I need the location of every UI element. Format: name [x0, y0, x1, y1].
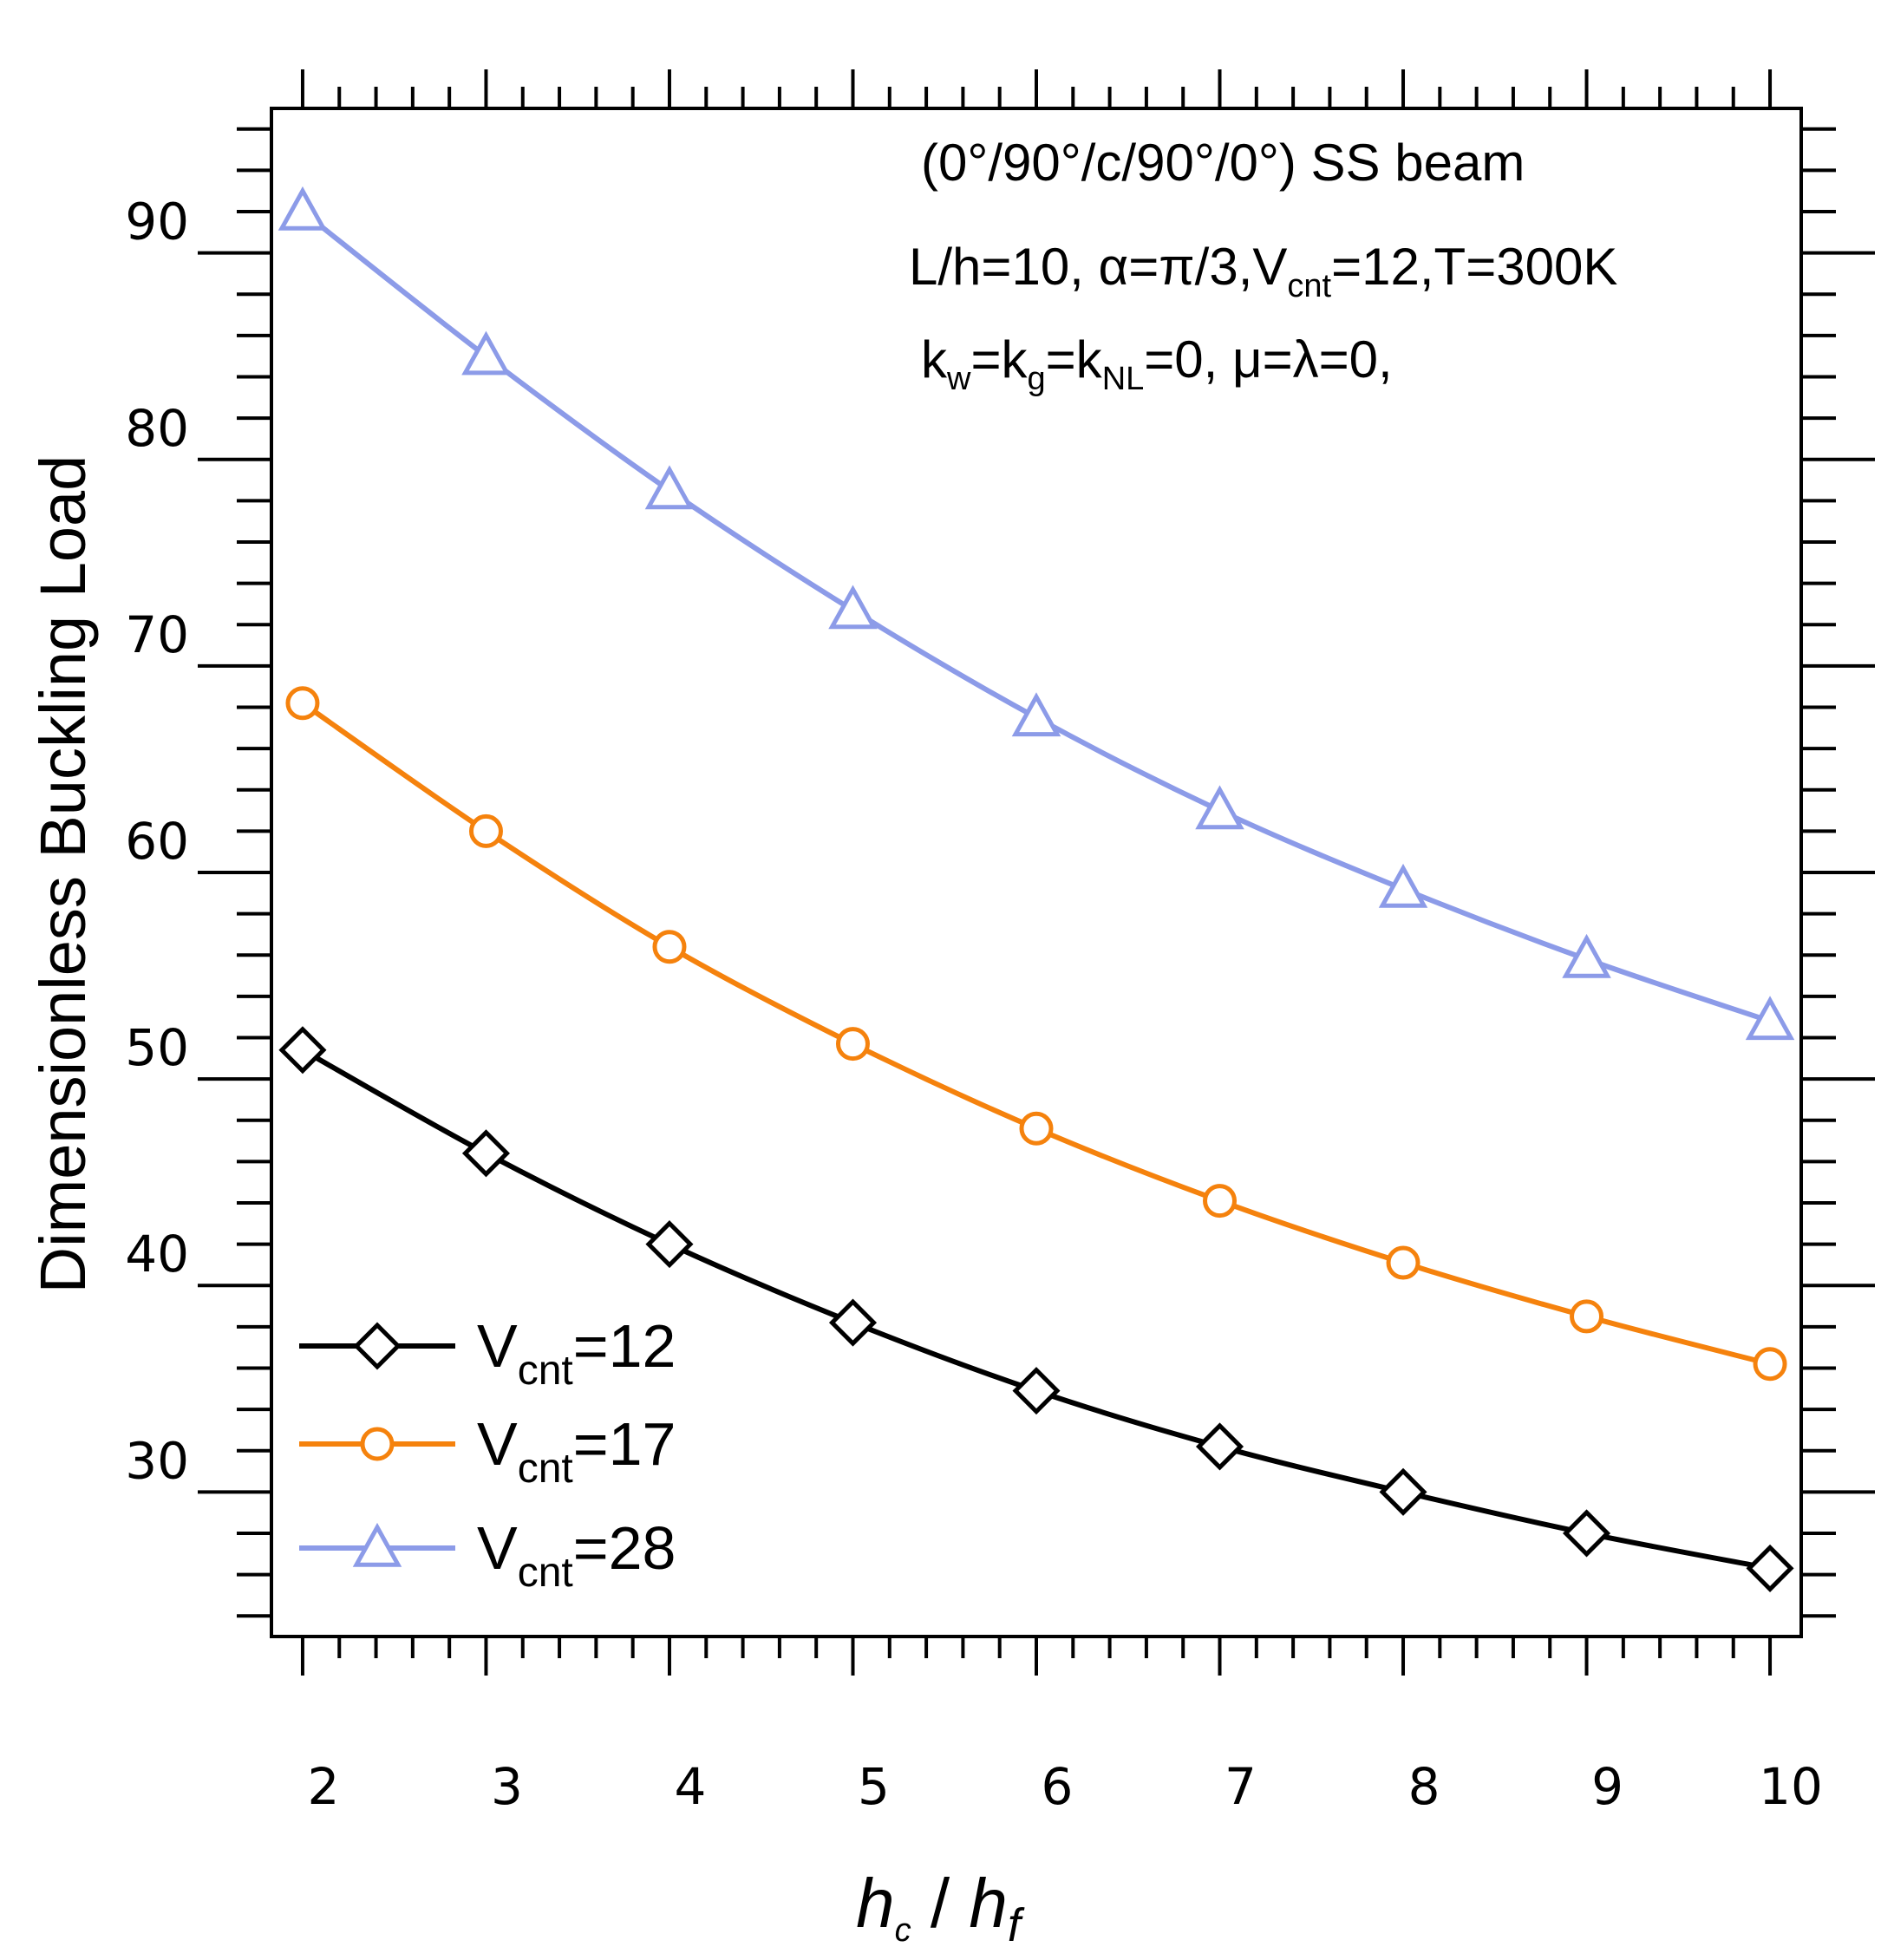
axis-ticks [198, 69, 1875, 1676]
y-tick-label: 80 [125, 399, 189, 458]
data-point-triangle [1562, 933, 1611, 978]
data-point-circle [285, 686, 320, 721]
data-point-circle [1019, 1111, 1054, 1146]
data-point-diamond [278, 1026, 327, 1075]
legend-label: Vcnt=17 [477, 1410, 676, 1492]
x-tick-label: 7 [1225, 1757, 1257, 1816]
data-point-diamond [1746, 1544, 1794, 1592]
x-tick-label: 2 [308, 1757, 340, 1816]
data-point-diamond [461, 1129, 511, 1178]
data-point-circle [1386, 1245, 1420, 1280]
data-point-triangle [1745, 996, 1795, 1041]
x-label-sub-c: c [895, 1912, 911, 1949]
x-tick-label: 8 [1408, 1757, 1440, 1816]
data-point-diamond [1562, 1509, 1611, 1558]
legend-label: Vcnt=12 [477, 1312, 676, 1394]
x-label-sub-f: f [1008, 1899, 1025, 1951]
data-point-circle [652, 930, 687, 964]
y-tick-label: 50 [125, 1018, 189, 1077]
data-point-circle [1753, 1347, 1787, 1382]
x-tick-label: 6 [1042, 1757, 1074, 1816]
y-tick-label: 60 [125, 812, 189, 871]
x-tick-label: 9 [1591, 1757, 1623, 1816]
data-point-triangle [1378, 863, 1428, 908]
data-point-circle [835, 1027, 870, 1062]
y-tick-label: 30 [125, 1431, 189, 1490]
x-tick-label: 4 [675, 1757, 707, 1816]
y-axis-label: Dimensionless Buckling Load [27, 455, 99, 1294]
series-line-3 [301, 209, 1772, 1024]
data-point-triangle [461, 330, 511, 376]
data-point-diamond [1379, 1467, 1427, 1516]
data-point-circle [468, 813, 503, 848]
x-tick-label: 10 [1759, 1757, 1823, 1816]
data-point-triangle [1011, 692, 1061, 737]
x-tick-label: 3 [491, 1757, 523, 1816]
data-point-diamond [1195, 1422, 1244, 1471]
x-label-h2: h [969, 1865, 1008, 1942]
data-point-triangle [644, 465, 695, 510]
y-tick-labels: 30 40 50 60 70 80 90 [125, 193, 189, 1491]
x-tick-labels: 2 3 4 5 6 7 8 9 10 [308, 1757, 1823, 1816]
series-markers [278, 186, 1795, 1592]
legend-label: Vcnt=28 [477, 1514, 676, 1596]
y-tick-label: 90 [125, 193, 189, 252]
data-point-diamond [828, 1298, 878, 1347]
data-point-triangle [1195, 785, 1244, 830]
legend-marker-diamond [353, 1322, 402, 1370]
series-line-2 [301, 701, 1771, 1367]
x-label-sep: / [911, 1865, 970, 1942]
data-point-diamond [645, 1220, 694, 1269]
y-tick-label: 70 [125, 605, 189, 664]
data-point-triangle [278, 186, 328, 231]
y-tick-label: 40 [125, 1225, 189, 1284]
x-label-h: h [856, 1865, 895, 1942]
legend-marker-circle [360, 1427, 395, 1461]
annotation-line-1: (0°/90°/c/90°/0°) SS beam [921, 134, 1525, 192]
legend-marker-triangle [352, 1522, 402, 1567]
data-point-circle [1203, 1184, 1238, 1218]
data-point-circle [1570, 1299, 1604, 1334]
data-point-diamond [1012, 1367, 1061, 1415]
x-tick-label: 5 [858, 1757, 890, 1816]
legend: Vcnt=12 Vcnt=17 Vcnt=28 [299, 1312, 676, 1596]
annotation-line-3: kw=kg=kNL=0, μ=λ=0, [921, 330, 1393, 397]
data-point-triangle [828, 585, 878, 630]
x-axis-label: hc / hf [856, 1865, 1025, 1951]
annotation-line-2: L/h=10, α=π/3,Vcnt=12,T=300K [909, 238, 1617, 304]
